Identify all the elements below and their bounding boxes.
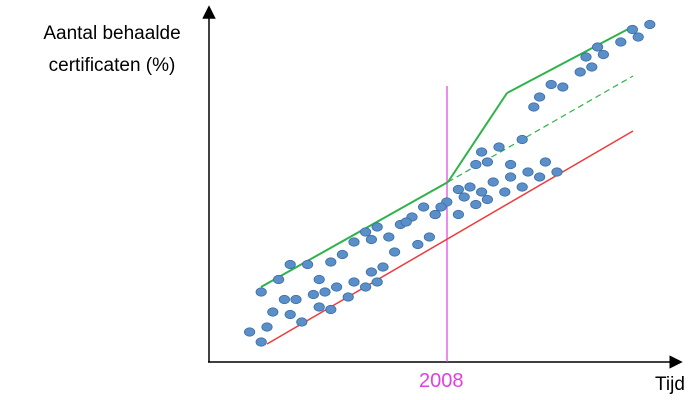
data-point (301, 259, 314, 270)
data-point (319, 287, 331, 297)
data-point (342, 292, 354, 302)
data-point (493, 142, 505, 152)
data-point (574, 67, 586, 77)
data-point (499, 187, 511, 197)
upper-trend-line-after (506, 26, 633, 94)
data-point (522, 167, 534, 177)
upper-trend-line-before (260, 181, 449, 288)
data-point (313, 302, 325, 312)
data-point (377, 262, 389, 272)
data-point (284, 309, 296, 320)
data-point (504, 172, 517, 182)
data-point (591, 42, 604, 52)
data-point (481, 157, 493, 167)
data-point (348, 277, 360, 287)
data-point (383, 232, 395, 242)
data-point (528, 102, 540, 112)
data-point (290, 294, 302, 305)
data-point (296, 317, 308, 327)
data-point (284, 259, 296, 270)
data-point (255, 287, 267, 297)
year-marker-label: 2008 (419, 370, 464, 392)
data-point (545, 79, 557, 90)
data-point (475, 187, 488, 197)
data-point (307, 289, 319, 300)
data-point (244, 327, 256, 337)
upper-trend-line-jump (447, 92, 508, 183)
data-point (458, 192, 470, 202)
data-point (325, 304, 337, 315)
data-point (272, 274, 285, 285)
data-point (278, 294, 290, 305)
y-axis-label-line-1: Aantal behaalde (43, 23, 181, 44)
data-point (261, 322, 273, 332)
data-point (475, 147, 488, 157)
data-point (470, 159, 482, 170)
data-point (452, 184, 464, 195)
data-point (255, 337, 267, 347)
data-point (586, 62, 598, 72)
data-point (516, 134, 528, 145)
data-point (551, 167, 563, 177)
data-point (452, 209, 464, 220)
data-point (359, 227, 372, 237)
y-axis-label: Aantal behaalde certificaten (%) (12, 18, 212, 82)
data-point (539, 157, 552, 167)
data-point (336, 249, 348, 260)
data-point (516, 182, 528, 192)
data-point (325, 257, 337, 267)
data-point (365, 234, 377, 245)
data-point (615, 37, 627, 47)
data-point (470, 199, 482, 210)
data-point (412, 239, 424, 250)
data-point (400, 217, 412, 227)
data-point (632, 32, 644, 42)
data-point (429, 209, 441, 220)
data-point (504, 159, 517, 170)
data-point (597, 49, 610, 60)
data-point (388, 247, 401, 257)
data-point (365, 267, 377, 277)
data-point (330, 282, 343, 292)
data-point (644, 19, 656, 30)
data-point (487, 177, 499, 187)
data-point (464, 182, 476, 192)
data-point (481, 194, 493, 205)
data-point (580, 52, 592, 62)
data-point (371, 222, 383, 232)
data-point (371, 277, 383, 287)
y-axis-label-line-2: certificaten (%) (48, 55, 176, 76)
data-point (557, 82, 569, 92)
data-point (423, 232, 435, 242)
data-point (626, 24, 639, 35)
data-point (313, 274, 325, 285)
data-point (533, 172, 546, 182)
lower-trend-line (266, 130, 634, 345)
data-point (359, 282, 372, 292)
data-point (267, 307, 279, 317)
data-point (435, 202, 447, 212)
data-point (533, 92, 546, 102)
x-axis-label: Tijd (655, 374, 685, 395)
data-point (348, 237, 360, 247)
data-point (417, 202, 430, 212)
